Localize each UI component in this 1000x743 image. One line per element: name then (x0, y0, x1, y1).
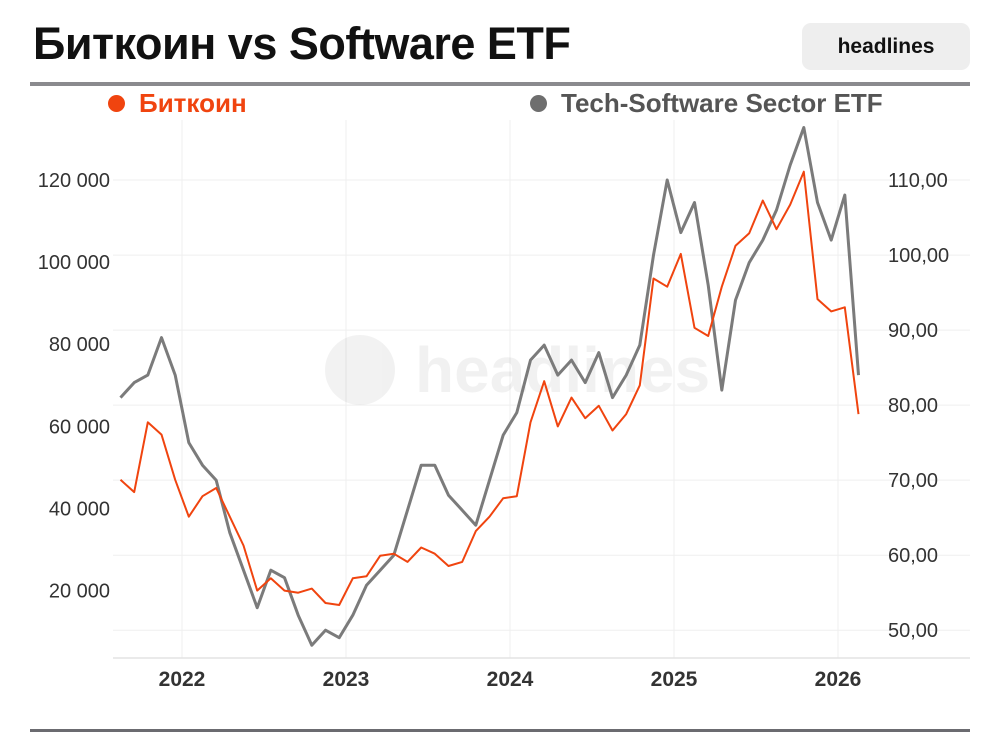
series-lines (119, 126, 860, 647)
right-axis-tick-label: 70,00 (888, 470, 938, 492)
legend-label-etf: Tech-Software Sector ETF (561, 88, 883, 118)
header-divider (30, 82, 970, 86)
bitcoin-line (119, 170, 860, 606)
left-axis-tick-label: 80 000 (49, 334, 110, 356)
footer-divider (30, 729, 970, 732)
x-axis-tick-label: 2022 (159, 668, 206, 691)
right-axis-tick-label: 90,00 (888, 320, 938, 342)
right-axis-tick-label: 80,00 (888, 395, 938, 417)
left-axis-tick-label: 20 000 (49, 581, 110, 603)
watermark: headlines (325, 334, 710, 406)
legend-item-bitcoin: Биткоин (108, 88, 247, 119)
right-axis-tick-label: 50,00 (888, 620, 938, 642)
legend-label-bitcoin: Биткоин (139, 88, 247, 118)
page-title: Биткоин vs Software ETF (33, 18, 571, 69)
left-axis-tick-label: 100 000 (38, 252, 110, 274)
left-axis-tick-label: 40 000 (49, 499, 110, 521)
grid (113, 120, 970, 658)
left-axis-tick-label: 120 000 (38, 170, 110, 192)
legend-dot-etf (530, 95, 547, 112)
legend-dot-bitcoin (108, 95, 125, 112)
left-axis-tick-label: 60 000 (49, 416, 110, 438)
right-axis-tick-label: 60,00 (888, 545, 938, 567)
x-axis-tick-label: 2026 (815, 668, 862, 691)
headlines-badge: headlines (802, 23, 970, 70)
x-axis-tick-label: 2024 (487, 668, 534, 691)
axes: 50,00 60,00 70,00 80,00 90,00 100,00 110,00 20 … (38, 170, 970, 691)
telegram-icon (325, 335, 395, 405)
legend-item-etf: Tech-Software Sector ETF (530, 88, 883, 119)
x-axis-tick-label: 2025 (651, 668, 698, 691)
right-axis-tick-label: 110,00 (888, 170, 948, 192)
x-axis-tick-label: 2023 (323, 668, 370, 691)
right-axis-tick-label: 100,00 (888, 245, 949, 267)
